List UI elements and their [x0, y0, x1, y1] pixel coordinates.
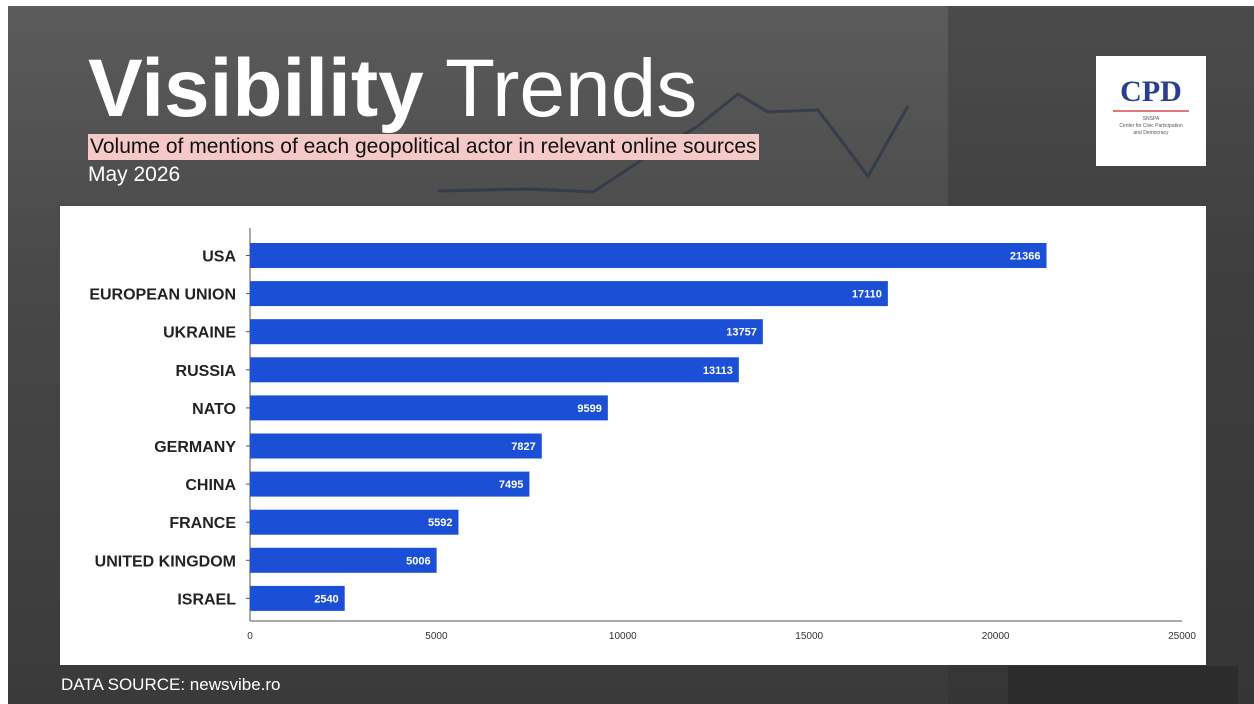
logo-line-2: Center for Civic Participation [1119, 123, 1183, 129]
bar-nato [250, 395, 608, 421]
x-tick-label: 10000 [609, 631, 637, 642]
title-light-word: Trends [445, 43, 698, 134]
title-bold-word: Visibility [88, 43, 424, 134]
bar-china [250, 471, 530, 497]
data-source: DATA SOURCE: newsvibe.ro [61, 675, 281, 694]
logo-mark: CPD [1120, 75, 1182, 108]
data-label: 5006 [406, 555, 430, 567]
category-label: UKRAINE [163, 325, 236, 342]
category-label: NATO [192, 401, 236, 418]
data-label: 7827 [511, 441, 535, 453]
page-subtitle: Volume of mentions of each geopolitical … [88, 134, 759, 160]
category-label: EUROPEAN UNION [89, 287, 236, 304]
bar-germany [250, 433, 542, 459]
logo-line-3: and Democracy [1133, 130, 1169, 136]
category-label: CHINA [185, 477, 236, 494]
bar-israel [250, 585, 345, 611]
bar-russia [250, 357, 739, 383]
data-label: 5592 [428, 517, 452, 529]
data-label: 21366 [1010, 251, 1041, 263]
page-title: Visibility Trends [88, 44, 697, 134]
category-label: RUSSIA [176, 363, 237, 380]
bar-ukraine [250, 319, 763, 345]
bar-usa [250, 243, 1047, 268]
category-label: ISRAEL [177, 591, 236, 608]
bar-european-union [250, 281, 888, 307]
category-label: FRANCE [169, 515, 236, 532]
slide-background: Visibility Trends Volume of mentions of … [8, 6, 1254, 704]
bar-united-kingdom [250, 547, 437, 573]
data-label: 13113 [703, 365, 733, 377]
bar-chart: USA 21366 EUROPEAN UNION 17110 UKRAINE 13757 R… [89, 228, 1196, 642]
category-label: USA [202, 249, 236, 266]
x-tick-label: 15000 [795, 631, 823, 642]
report-period: May 2026 [88, 163, 181, 186]
data-label: 7495 [499, 479, 523, 491]
cpd-logo: CPD SNSPA Center for Civic Participation… [1096, 56, 1206, 166]
x-tick-label: 25000 [1168, 631, 1196, 642]
category-label: UNITED KINGDOM [95, 553, 236, 570]
category-label: GERMANY [154, 439, 236, 456]
x-tick-label: 5000 [425, 631, 448, 642]
x-tick-label: 20000 [982, 631, 1010, 642]
x-tick-label: 0 [247, 631, 253, 642]
data-label: 2540 [314, 593, 338, 605]
logo-line-1: SNSPA [1142, 116, 1160, 122]
bar-france [250, 509, 459, 535]
logo-divider [1113, 110, 1189, 112]
chart-panel: USA 21366 EUROPEAN UNION 17110 UKRAINE 13757 R… [60, 206, 1206, 665]
data-label: 9599 [577, 403, 601, 415]
data-label: 13757 [726, 327, 757, 339]
data-label: 17110 [852, 289, 882, 301]
